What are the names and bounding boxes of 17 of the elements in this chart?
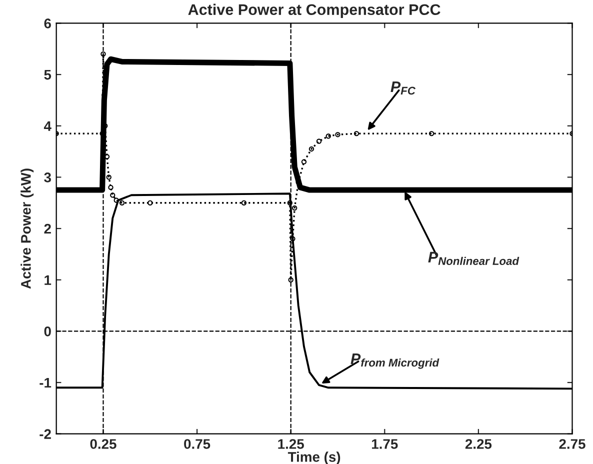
y-tick-label: 3 xyxy=(44,172,51,182)
y-tick-label: 6 xyxy=(44,18,51,28)
y-tick-label: 1 xyxy=(44,275,52,285)
y-tick-label: 0 xyxy=(44,326,51,336)
x-tick-label: 2.75 xyxy=(559,439,586,449)
y-tick-label: 2 xyxy=(44,224,51,234)
x-tick-label: 2.25 xyxy=(465,439,492,449)
x-tick-label: 1.75 xyxy=(372,439,398,449)
x-tick-label: 1.25 xyxy=(278,439,304,449)
chart-title: Active Power at Compensator PCC xyxy=(188,4,440,18)
y-tick-label: 5 xyxy=(44,70,52,80)
y-tick-label: 4 xyxy=(44,121,52,131)
y-tick-label: -2 xyxy=(40,429,51,439)
y-tick-label: -1 xyxy=(40,378,52,388)
x-tick-label: 0.25 xyxy=(90,439,116,449)
x-tick-label: 0.75 xyxy=(184,439,210,449)
y-axis-title: Active Power (kW) xyxy=(20,168,34,289)
